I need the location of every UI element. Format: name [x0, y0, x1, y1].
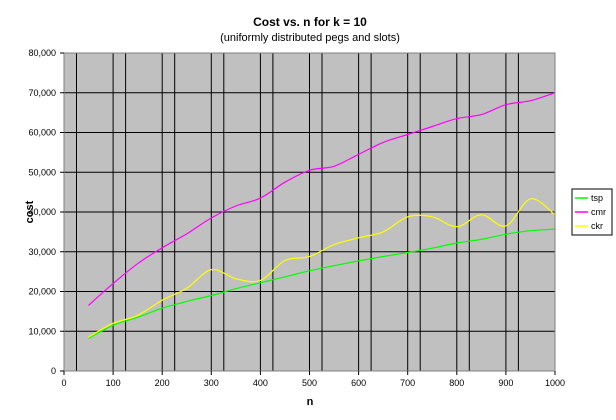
x-tick-label: 300	[204, 378, 219, 388]
y-tick-label: 40,000	[28, 207, 56, 217]
x-tick-label: 800	[449, 378, 464, 388]
chart-title: Cost vs. n for k = 10	[253, 15, 367, 29]
x-tick-label: 200	[155, 378, 170, 388]
series-lines	[88, 92, 556, 339]
y-tick-label: 20,000	[28, 287, 56, 297]
x-tick-label: 1000	[545, 378, 565, 388]
y-axis-title: cost	[24, 200, 36, 223]
x-tick-label: 100	[106, 378, 121, 388]
chart-subtitle: (uniformly distributed pegs and slots)	[220, 32, 400, 44]
legend-label-cmr: cmr	[591, 207, 606, 217]
y-tick-label: 80,000	[28, 48, 56, 58]
tick-labels: 0 100 200 300 400 500 600 700 800 900 1000 0 10,000 2…	[28, 48, 565, 388]
x-tick-label: 700	[400, 378, 415, 388]
x-tick-label: 900	[498, 378, 513, 388]
x-tick-label: 400	[253, 378, 268, 388]
legend: tsp cmr ckr	[571, 188, 613, 236]
y-tick-label: 70,000	[28, 88, 56, 98]
x-axis-title: n	[307, 396, 314, 408]
series-line-tsp	[88, 228, 556, 339]
y-tick-label: 0	[51, 366, 56, 376]
series-line-ckr	[88, 198, 556, 338]
legend-label-ckr: ckr	[591, 221, 603, 231]
y-tick-label: 30,000	[28, 247, 56, 257]
legend-label-tsp: tsp	[591, 193, 603, 203]
x-tick-label: 600	[351, 378, 366, 388]
x-tick-label: 500	[302, 378, 317, 388]
axes	[60, 52, 556, 375]
x-tick-label: 0	[61, 378, 66, 388]
series-line-cmr	[88, 92, 556, 306]
y-tick-label: 60,000	[28, 128, 56, 138]
y-tick-label: 10,000	[28, 326, 56, 336]
y-tick-label: 50,000	[28, 167, 56, 177]
